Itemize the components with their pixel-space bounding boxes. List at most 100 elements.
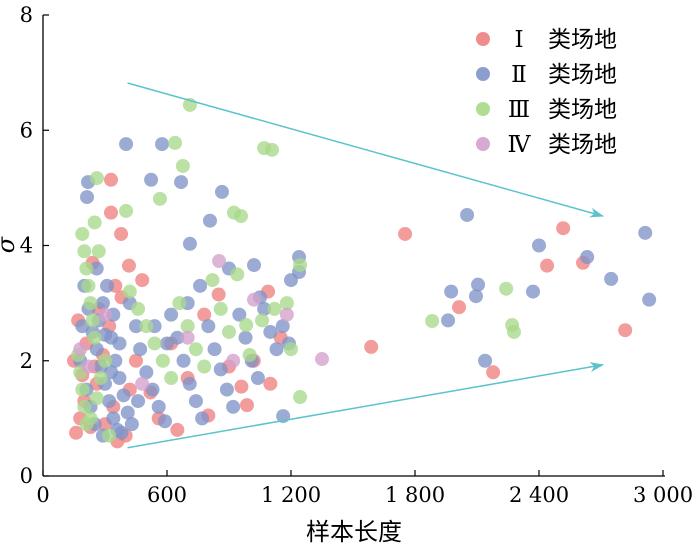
data-point [89, 342, 104, 357]
data-point [77, 244, 92, 259]
x-tick-label: 3 000 [633, 483, 693, 507]
data-point [250, 371, 265, 386]
data-point [87, 215, 102, 230]
data-point [275, 319, 290, 334]
data-point [263, 376, 278, 391]
data-point [151, 399, 166, 414]
data-point [182, 376, 197, 391]
data-point [106, 411, 121, 426]
legend-marker [476, 32, 490, 46]
data-point [172, 296, 187, 311]
data-point [89, 261, 104, 276]
x-tick-label: 1 200 [261, 483, 321, 507]
y-axis-label: σ [0, 236, 20, 253]
data-point [242, 347, 257, 362]
data-point [180, 319, 195, 334]
data-point [77, 399, 92, 414]
data-point [129, 353, 143, 368]
x-axis-label: 样本长度 [306, 518, 402, 546]
data-point [441, 313, 456, 328]
data-point [98, 307, 112, 322]
data-point [452, 300, 467, 315]
y-tick-label: 8 [20, 3, 33, 27]
data-point [642, 292, 657, 307]
data-point [556, 221, 571, 236]
x-tick-label: 0 [36, 483, 49, 507]
data-point [293, 390, 308, 405]
data-point [207, 342, 222, 357]
data-point [175, 158, 190, 173]
data-point [75, 319, 90, 334]
data-point [232, 307, 247, 322]
data-point [103, 205, 118, 220]
data-point [79, 261, 94, 276]
x-tick-label: 1 800 [385, 483, 445, 507]
data-point [102, 394, 117, 409]
data-point [152, 191, 167, 206]
data-point [85, 313, 100, 328]
data-point [499, 281, 514, 296]
data-point [91, 244, 106, 259]
data-point [182, 236, 197, 251]
data-point [89, 171, 104, 186]
data-point [83, 411, 98, 426]
data-point [121, 258, 136, 273]
data-point [478, 353, 493, 368]
legend-item: Ⅳ 类场地 [476, 132, 617, 158]
data-point [170, 330, 185, 345]
data-point [197, 359, 212, 374]
legend-marker [476, 137, 490, 151]
data-point [247, 258, 262, 273]
data-point [112, 336, 127, 351]
axis-ticks: 0 600 1 200 1 800 2 400 3 000 0 2 4 6 8 [20, 3, 693, 507]
data-point [526, 284, 541, 299]
data-point [108, 353, 123, 368]
data-point [131, 394, 146, 409]
data-point [155, 353, 170, 368]
y-tick-label: 2 [20, 349, 33, 373]
data-point [93, 371, 108, 386]
data-point [460, 207, 475, 222]
data-point [119, 137, 134, 152]
data-point [257, 301, 272, 316]
data-point [618, 323, 633, 338]
data-point [98, 353, 112, 368]
data-point [239, 318, 254, 333]
data-point [133, 342, 148, 357]
data-point [532, 238, 546, 253]
data-point [188, 394, 203, 409]
data-point [75, 226, 90, 241]
data-point [425, 313, 440, 328]
legend-suffix: 类场地 [548, 97, 617, 123]
data-point [638, 225, 653, 240]
legend-label: Ⅲ [508, 97, 530, 123]
x-tick-label: 2 400 [509, 483, 569, 507]
data-point [234, 379, 249, 394]
data-point [211, 287, 226, 302]
data-point [197, 307, 212, 322]
data-point [160, 336, 174, 351]
legend-label: Ⅱ [511, 62, 527, 88]
legend-label: Ⅳ [508, 132, 532, 158]
data-point [139, 319, 154, 334]
data-point [188, 342, 203, 357]
data-point [102, 428, 117, 443]
data-point [81, 278, 96, 293]
data-point [213, 362, 228, 377]
legend-suffix: 类场地 [548, 132, 617, 158]
data-point [193, 278, 208, 293]
y-tick-label: 6 [20, 118, 33, 142]
data-point [247, 292, 262, 307]
data-point [263, 324, 278, 339]
data-point [131, 301, 146, 316]
data-point [279, 296, 294, 311]
data-point [114, 226, 129, 241]
legend-marker [476, 67, 490, 81]
data-point [212, 254, 227, 269]
data-point [116, 388, 131, 403]
data-point [104, 365, 119, 380]
data-point [147, 336, 162, 351]
data-point [222, 324, 236, 339]
data-point [95, 296, 110, 311]
legend-suffix: 类场地 [548, 27, 617, 53]
